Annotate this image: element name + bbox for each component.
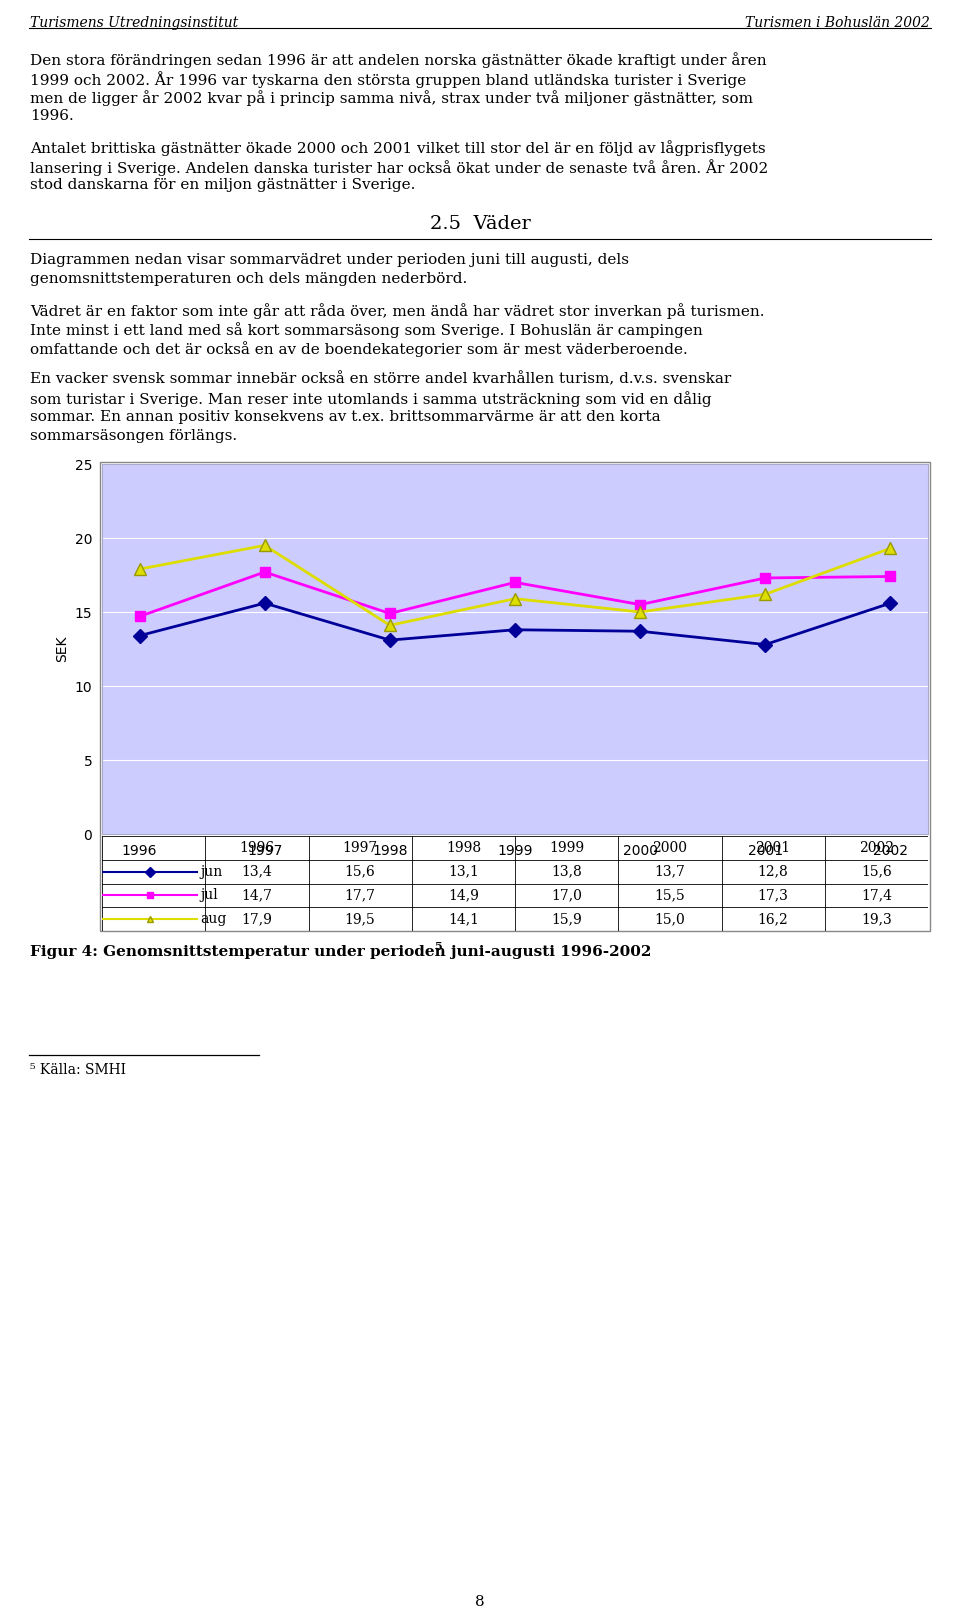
Text: 14,9: 14,9: [448, 889, 479, 902]
Y-axis label: SEK: SEK: [55, 636, 69, 663]
Text: 17,7: 17,7: [345, 889, 375, 902]
Text: Diagrammen nedan visar sommarvädret under perioden juni till augusti, dels: Diagrammen nedan visar sommarvädret unde…: [30, 253, 629, 268]
Text: 13,4: 13,4: [241, 865, 273, 879]
Text: 12,8: 12,8: [757, 865, 788, 879]
Text: jun: jun: [200, 865, 223, 879]
Text: 13,8: 13,8: [551, 865, 582, 879]
Text: 17,9: 17,9: [241, 911, 273, 926]
Text: sommar. En annan positiv konsekvens av t.ex. brittsommarvärme är att den korta: sommar. En annan positiv konsekvens av t…: [30, 410, 660, 424]
Text: 19,3: 19,3: [861, 911, 892, 926]
Text: 16,2: 16,2: [757, 911, 788, 926]
Text: Vädret är en faktor som inte går att råda över, men ändå har vädret stor inverka: Vädret är en faktor som inte går att råd…: [30, 303, 764, 319]
Text: sommarsäsongen förlängs.: sommarsäsongen förlängs.: [30, 429, 237, 444]
Text: 13,7: 13,7: [655, 865, 685, 879]
Text: 2.5  Väder: 2.5 Väder: [430, 215, 530, 232]
Text: Turismens Utredningsinstitut: Turismens Utredningsinstitut: [30, 16, 238, 31]
Text: genomsnittstemperaturen och dels mängden nederbörd.: genomsnittstemperaturen och dels mängden…: [30, 273, 468, 286]
Text: Turismen i Bohuslän 2002: Turismen i Bohuslän 2002: [745, 16, 930, 31]
Text: 1996: 1996: [239, 840, 275, 855]
Text: 15,9: 15,9: [551, 911, 582, 926]
Text: 19,5: 19,5: [345, 911, 375, 926]
Text: En vacker svensk sommar innebär också en större andel kvarhållen turism, d.v.s. : En vacker svensk sommar innebär också en…: [30, 373, 732, 387]
Text: 2001: 2001: [756, 840, 791, 855]
Text: 14,7: 14,7: [241, 889, 273, 902]
Text: jul: jul: [200, 889, 218, 902]
Text: aug: aug: [200, 911, 227, 926]
Text: 14,1: 14,1: [448, 911, 479, 926]
Text: Figur 4: Genomsnittstemperatur under perioden juni-augusti 1996-2002: Figur 4: Genomsnittstemperatur under per…: [30, 945, 652, 960]
Text: 5: 5: [435, 940, 443, 952]
Text: 15,6: 15,6: [345, 865, 375, 879]
Text: 1996.: 1996.: [30, 110, 74, 123]
Text: 17,3: 17,3: [757, 889, 788, 902]
Text: Den stora förändringen sedan 1996 är att andelen norska gästnätter ökade kraftig: Den stora förändringen sedan 1996 är att…: [30, 52, 767, 68]
Text: 2000: 2000: [653, 840, 687, 855]
Text: 1997: 1997: [343, 840, 377, 855]
Text: som turistar i Sverige. Man reser inte utomlands i samma utsträckning som vid en: som turistar i Sverige. Man reser inte u…: [30, 390, 711, 406]
Text: 17,4: 17,4: [861, 889, 892, 902]
Text: 15,5: 15,5: [655, 889, 685, 902]
Text: 15,0: 15,0: [655, 911, 685, 926]
Text: 15,6: 15,6: [861, 865, 892, 879]
Text: 2002: 2002: [859, 840, 894, 855]
Text: 1999: 1999: [549, 840, 585, 855]
Text: lansering i Sverige. Andelen danska turister har också ökat under de senaste två: lansering i Sverige. Andelen danska turi…: [30, 160, 768, 176]
Text: omfattande och det är också en av de boendekategorier som är mest väderberoende.: omfattande och det är också en av de boe…: [30, 340, 687, 356]
Text: 8: 8: [475, 1595, 485, 1610]
Text: 17,0: 17,0: [551, 889, 582, 902]
Text: 1998: 1998: [445, 840, 481, 855]
Text: Inte minst i ett land med så kort sommarsäsong som Sverige. I Bohuslän är campin: Inte minst i ett land med så kort sommar…: [30, 323, 703, 337]
Text: 1999 och 2002. År 1996 var tyskarna den största gruppen bland utländska turister: 1999 och 2002. År 1996 var tyskarna den …: [30, 71, 746, 87]
Text: men de ligger år 2002 kvar på i princip samma nivå, strax under två miljoner gäs: men de ligger år 2002 kvar på i princip …: [30, 90, 753, 106]
Text: 13,1: 13,1: [448, 865, 479, 879]
Text: ⁵ Källa: SMHI: ⁵ Källa: SMHI: [30, 1063, 126, 1077]
Text: Antalet brittiska gästnätter ökade 2000 och 2001 vilket till stor del är en följ: Antalet brittiska gästnätter ökade 2000 …: [30, 140, 766, 156]
Text: stod danskarna för en miljon gästnätter i Sverige.: stod danskarna för en miljon gästnätter …: [30, 177, 416, 192]
